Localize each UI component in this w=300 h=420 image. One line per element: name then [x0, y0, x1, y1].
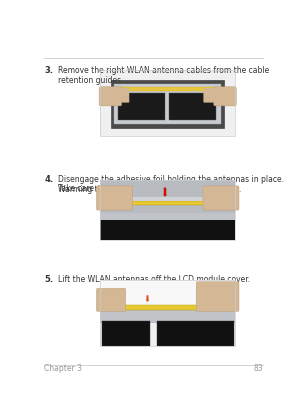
Bar: [115, 84, 221, 124]
Bar: [100, 280, 235, 346]
Text: 4.: 4.: [44, 175, 54, 184]
Bar: [157, 321, 234, 346]
FancyBboxPatch shape: [99, 87, 122, 106]
FancyBboxPatch shape: [117, 93, 129, 98]
Bar: [103, 305, 208, 310]
Text: Take care not to damage the antenna.: Take care not to damage the antenna.: [58, 184, 205, 193]
FancyBboxPatch shape: [117, 88, 129, 93]
FancyBboxPatch shape: [203, 97, 216, 102]
Bar: [100, 213, 235, 220]
Text: Remove the right WLAN antenna cables from the cable retention guides.: Remove the right WLAN antenna cables fro…: [58, 66, 270, 85]
FancyBboxPatch shape: [117, 97, 129, 102]
Bar: [118, 93, 164, 120]
Bar: [100, 70, 235, 136]
Text: 5.: 5.: [44, 275, 54, 284]
Bar: [107, 201, 228, 205]
Bar: [100, 219, 235, 239]
Bar: [115, 87, 221, 92]
Bar: [100, 180, 235, 239]
Bar: [107, 197, 228, 201]
Bar: [100, 307, 235, 323]
FancyBboxPatch shape: [203, 88, 216, 93]
Bar: [100, 180, 235, 222]
FancyBboxPatch shape: [196, 282, 239, 312]
FancyBboxPatch shape: [203, 186, 239, 210]
Bar: [102, 321, 150, 346]
Bar: [100, 280, 235, 346]
Bar: [100, 70, 235, 136]
Bar: [100, 280, 235, 310]
Text: 3.: 3.: [44, 66, 53, 75]
Bar: [100, 180, 235, 239]
FancyBboxPatch shape: [96, 289, 126, 312]
FancyBboxPatch shape: [96, 186, 133, 210]
Bar: [100, 310, 235, 323]
Text: Disengage the adhesive foil holding the antennas in place. Warming the foil may : Disengage the adhesive foil holding the …: [58, 175, 284, 194]
FancyBboxPatch shape: [214, 87, 236, 106]
Bar: [111, 80, 224, 128]
FancyBboxPatch shape: [203, 93, 216, 98]
Text: Chapter 3: Chapter 3: [44, 365, 82, 373]
Bar: [169, 93, 216, 120]
Text: Lift the WLAN antennas off the LCD module cover.: Lift the WLAN antennas off the LCD modul…: [58, 275, 250, 284]
Text: 83: 83: [254, 365, 263, 373]
